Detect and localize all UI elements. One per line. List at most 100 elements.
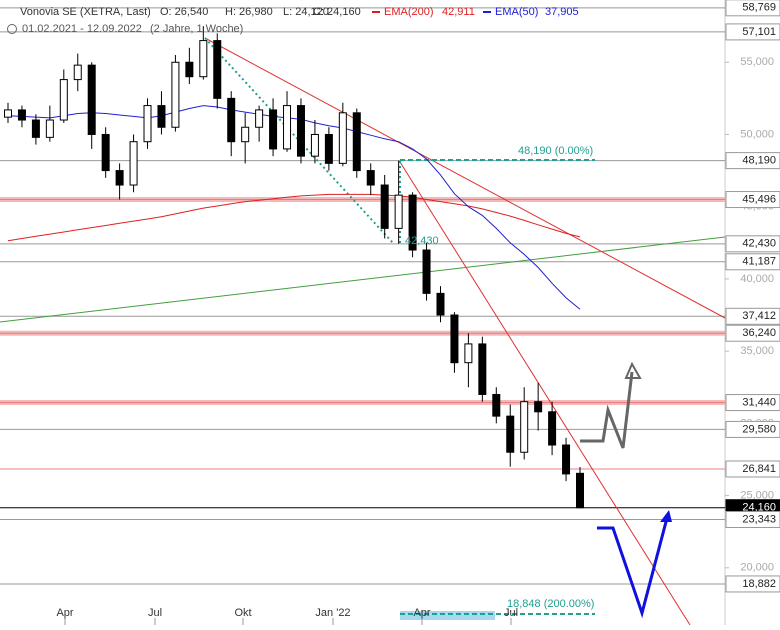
candle-body <box>255 109 264 128</box>
level-box <box>725 253 780 271</box>
x-tick-label: Jul <box>504 607 518 619</box>
candle-body <box>17 109 26 121</box>
clock-icon <box>7 24 17 34</box>
candle-body <box>436 292 445 316</box>
legend-ema50: EMA(50) <box>495 6 538 18</box>
level-label: 58,769 <box>742 2 776 14</box>
candle-body <box>157 105 166 128</box>
candle-body <box>534 401 543 413</box>
candle-body <box>185 61 194 78</box>
candle-body <box>394 194 403 229</box>
level-box <box>725 235 780 253</box>
y-tick-label: 55,000 <box>740 56 774 68</box>
level-box <box>725 324 780 342</box>
candle-body <box>199 40 208 78</box>
x-tick-label: Okt <box>234 607 251 619</box>
ema-line <box>7 105 581 310</box>
legend-swatch <box>483 11 491 13</box>
candle-body <box>115 170 124 186</box>
y-tick-label: 50,000 <box>740 128 774 140</box>
level-box <box>725 191 780 209</box>
arrow-head <box>624 361 642 379</box>
candle-body <box>213 40 222 99</box>
candle-body <box>59 79 68 121</box>
candle-body <box>296 105 305 157</box>
level-box <box>725 460 780 478</box>
fib-line <box>204 37 394 244</box>
candle-body <box>45 119 54 138</box>
y-tick-label: 25,000 <box>740 489 774 501</box>
arrow-head <box>660 510 672 522</box>
candle-body <box>506 415 515 453</box>
legend-swatch <box>372 11 380 13</box>
trend-line <box>204 37 726 319</box>
candle-body <box>73 64 82 81</box>
header-low: L: 24,120 <box>283 6 329 18</box>
candle-body <box>143 105 152 143</box>
candle-body <box>241 126 250 143</box>
candle-body <box>352 112 361 172</box>
date-range: 01.02.2021 - 12.09.2022 <box>22 23 142 35</box>
candle-body <box>548 411 557 446</box>
candle-body <box>478 343 487 395</box>
arrow <box>597 517 669 619</box>
level-box <box>725 511 780 529</box>
level-label: 48,190 <box>742 155 776 167</box>
level-box <box>725 307 780 325</box>
level-label: 24,160 <box>742 502 776 514</box>
ema-line <box>7 193 581 242</box>
candle-body <box>450 314 459 364</box>
candle-body <box>269 109 278 150</box>
trend-line <box>399 161 691 626</box>
candle-body <box>87 64 96 135</box>
candle-body <box>31 119 40 138</box>
candle-body <box>576 472 584 509</box>
y-tick-label: 20,000 <box>740 562 774 574</box>
level-label: 23,343 <box>742 513 776 525</box>
y-tick-label: 40,000 <box>740 273 774 285</box>
x-tick-label: Jan '22 <box>315 607 350 619</box>
candle-body <box>380 184 389 229</box>
period: (2 Jahre, 1 Woche) <box>150 23 243 35</box>
x-tick-label: Jul <box>148 607 162 619</box>
level-box <box>725 23 780 41</box>
level-label: 41,187 <box>742 256 776 268</box>
candle-body <box>283 105 292 150</box>
header-high: H: 26,980 <box>225 6 273 18</box>
candle-body <box>562 444 571 475</box>
header-open: O: 26,540 <box>160 6 208 18</box>
level-label: 42,430 <box>742 238 776 250</box>
level-label: 29,580 <box>742 423 776 435</box>
candle-body <box>227 97 236 143</box>
candle-body <box>310 133 319 157</box>
candle-body <box>324 133 333 164</box>
candle-body <box>129 141 138 186</box>
level-box <box>725 420 780 438</box>
candle-body <box>101 133 110 172</box>
level-label: 31,440 <box>742 396 776 408</box>
candle-body <box>408 194 417 251</box>
level-label: 18,882 <box>742 578 776 590</box>
level-label: 37,412 <box>742 310 776 322</box>
y-tick-label: 35,000 <box>740 345 774 357</box>
candle-body <box>520 401 529 453</box>
level-label: 26,841 <box>742 463 776 475</box>
annotation: 48,190 (0.00%) <box>518 145 593 157</box>
level-label: 45,496 <box>742 193 776 205</box>
legend-ema50-value: 37,905 <box>545 6 579 18</box>
candle-body <box>171 61 180 128</box>
level-box <box>725 152 780 170</box>
candle-body <box>366 170 375 186</box>
annotation: 18,848 (200.00%) <box>507 598 594 610</box>
header-close: C: 24,160 <box>313 6 361 18</box>
trend-line <box>0 236 726 323</box>
candle-body <box>338 112 347 164</box>
level-label: 57,101 <box>742 26 776 38</box>
title: Vonovia SE (XETRA, Last) <box>20 6 151 18</box>
candle-body <box>492 393 501 417</box>
candle-body <box>4 109 12 118</box>
annotation: 42,430 <box>405 235 439 247</box>
legend-ema200-value: 42,911 <box>442 6 475 18</box>
